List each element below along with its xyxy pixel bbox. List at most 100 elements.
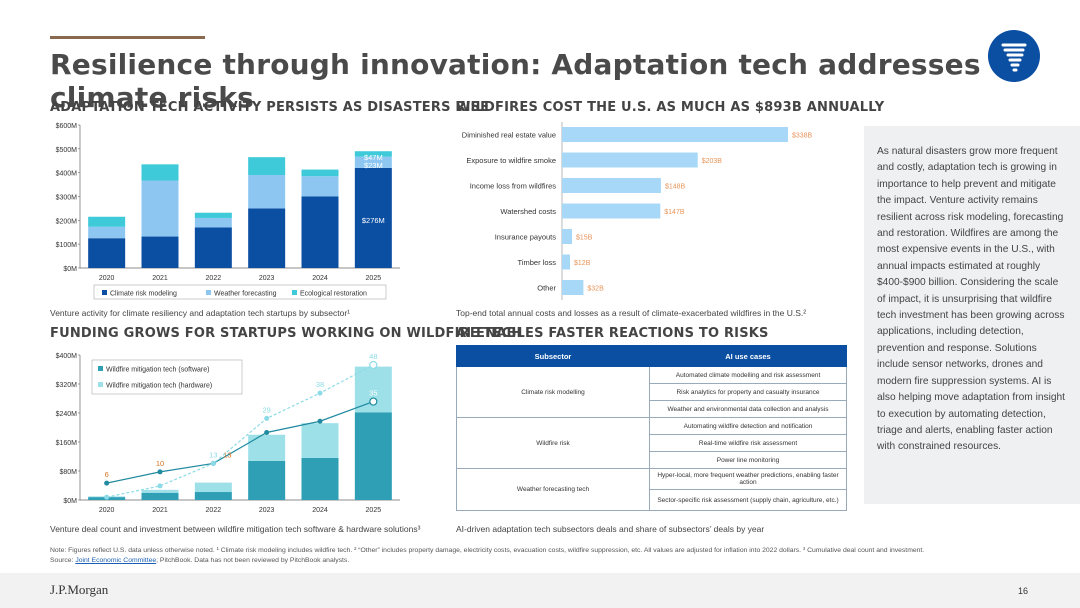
y-tick-label: $160M — [56, 440, 78, 447]
x-tick-label: 2020 — [99, 275, 115, 282]
chart3-title: FUNDING GROWS FOR STARTUPS WORKING ON WI… — [50, 326, 523, 341]
bar-wildfire-cost — [562, 203, 661, 219]
bar-ecological-restoration — [194, 212, 232, 218]
bar-wildfire-cost — [562, 178, 661, 193]
value-label: $147B — [664, 209, 685, 216]
legend-label: Ecological restoration — [300, 291, 367, 298]
table-row: Climate risk modelling Automated climate… — [456, 366, 847, 418]
ai-use-cases-table: Subsector AI use cases Climate risk mode… — [456, 345, 847, 511]
chart2-title: WILDFIRES COST THE U.S. AS MUCH AS $893B… — [456, 100, 885, 115]
subsector-cell: Weather forecasting tech — [456, 468, 650, 511]
category-label: Watershed costs — [500, 207, 556, 216]
chart3-caption: Venture deal count and investment betwee… — [50, 524, 421, 534]
table-header-subsector: Subsector — [456, 345, 650, 367]
use-case-cell: Power line monitoring — [649, 451, 847, 469]
value-label: $203B — [702, 158, 723, 165]
table-row: Weather forecasting tech Hyper-local, mo… — [456, 468, 847, 511]
value-label: $12B — [574, 260, 591, 267]
y-tick-label: $400M — [56, 171, 78, 178]
deal-count-label: 24 — [262, 419, 270, 428]
bar-weather-forecasting — [248, 175, 286, 209]
bar-climate-risk-modeling — [141, 236, 179, 268]
y-tick-label: $320M — [56, 382, 78, 389]
x-tick-label: 2024 — [312, 507, 328, 514]
bar-ecological-restoration — [248, 157, 286, 176]
use-case-cell: Automated climate modelling and risk ass… — [649, 366, 847, 384]
category-label: Insurance payouts — [495, 233, 557, 242]
sidebar-text: As natural disasters grow more frequent … — [877, 146, 1066, 453]
bar-wildfire-cost — [562, 229, 573, 244]
source-link-jec[interactable]: Joint Economic Committee — [75, 556, 157, 564]
bar-software — [301, 457, 339, 500]
page-title: Resilience through innovation: Adaptatio… — [50, 48, 981, 114]
use-case-cell: Sector-specific risk assessment (supply … — [649, 489, 847, 511]
use-case-cell: Risk analytics for property and casualty… — [649, 383, 847, 401]
bar-ecological-restoration — [141, 164, 179, 181]
deal-count-label: 13 — [209, 450, 217, 459]
brand-logo: J.P.Morgan — [50, 582, 109, 597]
y-tick-label: $0M — [63, 266, 77, 273]
y-tick-label: $240M — [56, 411, 78, 418]
bar-weather-forecasting — [354, 156, 392, 168]
title-accent-line — [50, 36, 205, 39]
category-label: Other — [537, 284, 556, 293]
bar-ecological-restoration — [354, 151, 392, 157]
bar-climate-risk-modeling — [354, 167, 392, 268]
y-tick-label: $0M — [63, 498, 77, 505]
x-tick-label: 2022 — [206, 507, 222, 514]
value-label: $338B — [792, 133, 813, 140]
chart2-caption: Top-end total annual costs and losses as… — [456, 308, 807, 318]
line-total-deals — [106, 364, 374, 498]
bar-ecological-restoration — [301, 169, 339, 177]
legend-label: Climate risk modeling — [110, 291, 177, 298]
legend-box — [93, 284, 387, 300]
source-prefix: Source: — [50, 556, 76, 564]
x-tick-label: 2021 — [152, 507, 168, 514]
chart1-title: ADAPTATION TECH ACTIVITY PERSISTS AS DIS… — [50, 100, 490, 115]
table-header-usecases: AI use cases — [649, 345, 847, 367]
horizontal-bar-chart-wildfire-costs: Diminished real estate value $338B Exposur… — [462, 122, 813, 300]
x-tick-label: 2021 — [152, 275, 168, 282]
deal-count-label: 13 — [223, 450, 231, 459]
bar-software — [194, 492, 232, 500]
footer-band — [0, 573, 1080, 608]
use-case-cell: Real-time wildfire risk assessment — [649, 434, 847, 452]
use-case-cell: Hyper-local, more frequent weather predi… — [649, 468, 847, 490]
use-case-cell: Automating wildfire detection and notifi… — [649, 417, 847, 435]
y-tick-label: $80M — [59, 469, 77, 476]
footnote-line: Note: Figures reflect U.S. data unless o… — [50, 547, 925, 554]
deal-count-label: 10 — [156, 459, 164, 468]
y-tick-label: $300M — [56, 195, 78, 202]
y-tick-label: $500M — [56, 147, 78, 154]
legend-box — [91, 359, 243, 395]
legend-label: Wildfire mitigation tech (software) — [106, 367, 209, 374]
bar-hardware — [141, 489, 179, 493]
line-point — [264, 415, 270, 421]
deal-count-label: 35 — [369, 389, 377, 398]
stacked-bar-chart-adaptation: $0M $100M $200M $300M $400M $500M $600M 2020 202… — [56, 123, 400, 300]
line-point — [369, 360, 378, 370]
x-tick-label: 2025 — [366, 507, 382, 514]
line-point — [210, 460, 216, 466]
deal-count-label: 29 — [262, 405, 270, 414]
bar-hardware — [248, 434, 286, 461]
data-label: $23M — [364, 161, 383, 170]
bar-weather-forecasting — [194, 217, 232, 228]
legend-swatch — [102, 290, 107, 295]
footnote: Note: Figures reflect U.S. data unless o… — [50, 546, 1040, 565]
value-label: $148B — [665, 184, 686, 191]
bar-wildfire-cost — [562, 152, 698, 168]
sidebar-summary: As natural disasters grow more frequent … — [864, 126, 1080, 504]
category-label: Timber loss — [518, 258, 557, 267]
bar-wildfire-cost — [562, 127, 788, 142]
subsector-cell: Climate risk modelling — [456, 366, 650, 418]
bar-line-chart-wildfire-funding: $0M $80M $160M $240M $320M $400M 2020 2021 2022 2… — [56, 352, 400, 514]
legend-label: Weather forecasting — [214, 291, 277, 298]
deal-count-label: 48 — [369, 352, 377, 361]
legend-swatch — [206, 290, 211, 295]
bar-hardware — [301, 423, 339, 458]
legend-label: Wildfire mitigation tech (hardware) — [106, 383, 212, 390]
line-point — [369, 397, 378, 406]
y-tick-label: $400M — [56, 353, 78, 360]
source-rest: ; PitchBook. Data has not been reviewed … — [156, 556, 350, 564]
